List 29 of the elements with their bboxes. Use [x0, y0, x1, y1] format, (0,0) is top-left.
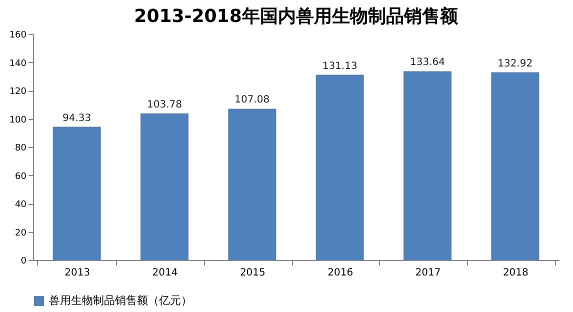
bar	[52, 126, 101, 260]
y-tick-label: 20	[15, 228, 27, 238]
x-tick-label: 2015	[240, 268, 266, 278]
x-tick-label: 2016	[328, 268, 354, 278]
y-tick-label: 40	[15, 200, 27, 210]
data-label: 131.13	[322, 60, 358, 72]
data-label: 133.64	[410, 57, 445, 68]
y-tick-label: 0	[20, 256, 27, 266]
bar	[316, 74, 364, 260]
y-tick-label: 100	[9, 115, 27, 126]
x-tick-label: 2018	[502, 268, 528, 278]
data-label: 107.08	[234, 94, 270, 106]
y-tick-label: 60	[15, 172, 27, 182]
y-tick-label: 140	[9, 58, 27, 69]
chart-title: 2013-2018年国内兽用生物制品销售额	[134, 6, 459, 27]
x-tick-label: 2014	[152, 268, 178, 278]
bar	[228, 108, 276, 260]
y-tick-label: 160	[9, 30, 27, 40]
bar	[404, 71, 452, 260]
x-tick-label: 2013	[64, 268, 90, 278]
y-tick-label: 120	[9, 87, 27, 97]
bar	[491, 72, 540, 260]
y-tick-label: 80	[15, 144, 27, 154]
bar	[140, 113, 188, 260]
legend-label: 兽用生物制品销售额（亿元）	[49, 294, 192, 307]
data-label: 94.33	[62, 112, 92, 124]
data-label: 132.92	[498, 58, 533, 70]
x-tick-label: 2017	[415, 268, 441, 278]
data-label: 103.78	[147, 99, 182, 110]
